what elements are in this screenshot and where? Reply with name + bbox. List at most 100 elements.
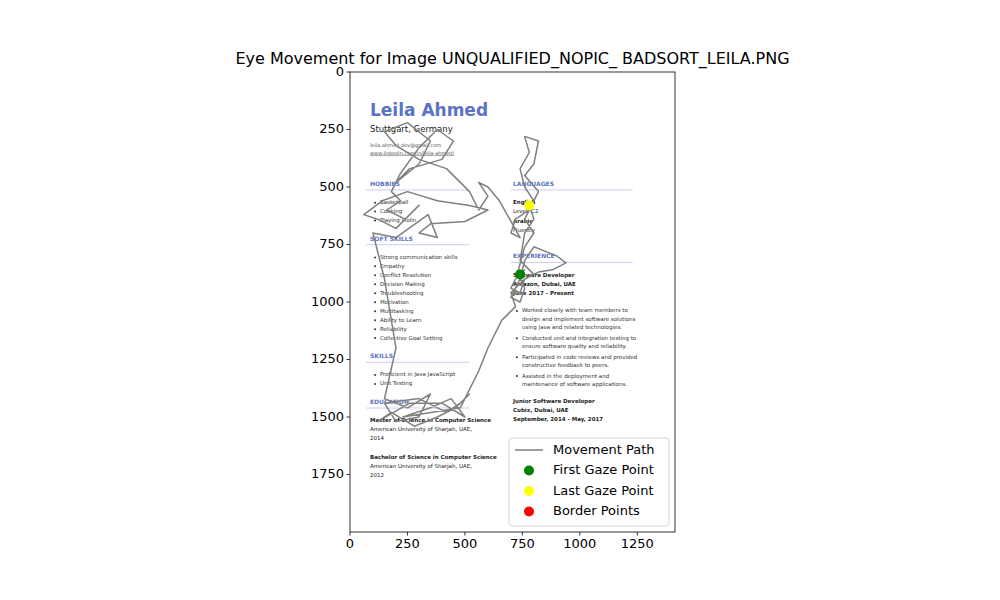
x-tick-label: 250 bbox=[395, 536, 420, 551]
entry-line: Junior Software Developer bbox=[512, 398, 595, 405]
bullet bbox=[516, 337, 518, 339]
entry-line: American University of Sharjah, UAE, bbox=[370, 426, 472, 433]
entry-bullet: using Java and related technologies. bbox=[522, 324, 622, 331]
entry-line: Bachelor of Science in Computer Science bbox=[370, 454, 497, 461]
section-rule bbox=[366, 362, 469, 363]
gaze-point bbox=[515, 269, 525, 279]
section-rule bbox=[511, 262, 633, 263]
bullet bbox=[516, 310, 518, 312]
legend-frame bbox=[509, 438, 669, 526]
legend-label: Border Points bbox=[553, 503, 640, 518]
bullet bbox=[374, 256, 376, 258]
y-tick-label: 500 bbox=[319, 179, 344, 194]
section-rule bbox=[366, 189, 469, 190]
legend-label: Movement Path bbox=[553, 442, 655, 457]
legend-handle bbox=[524, 466, 534, 476]
x-tick bbox=[407, 532, 408, 536]
bullet bbox=[374, 301, 376, 303]
entry-line: Cubix, Dubai, UAE bbox=[513, 407, 569, 413]
resume-name: Leila Ahmed bbox=[370, 100, 488, 120]
resume-item: Strong communication skills bbox=[380, 254, 458, 261]
bullet bbox=[374, 202, 376, 204]
entry-line: 2012 bbox=[370, 472, 384, 478]
movement-path bbox=[364, 123, 566, 427]
section-heading: SOFT SKILLS bbox=[370, 235, 413, 242]
resume-item: Unit Testing bbox=[380, 380, 412, 387]
section-heading: SKILLS bbox=[370, 352, 393, 359]
bullet bbox=[516, 375, 518, 377]
y-tick-label: 0 bbox=[336, 64, 344, 79]
entry-bullet: Participated in code reviews and provide… bbox=[522, 354, 637, 361]
legend-handle bbox=[524, 507, 534, 517]
y-tick-label: 1250 bbox=[311, 351, 344, 366]
entry-line: Master of Science in Computer Science bbox=[370, 417, 491, 424]
figure: Eye Movement for Image UNQUALIFIED_NOPIC… bbox=[0, 0, 1000, 600]
legend-label: Last Gaze Point bbox=[553, 483, 653, 498]
resume-item: Ability to Learn bbox=[380, 317, 422, 324]
bullet bbox=[374, 292, 376, 294]
entry-bullet: maintenance of software applications. bbox=[522, 381, 627, 388]
x-tick bbox=[579, 532, 580, 536]
x-tick bbox=[522, 532, 523, 536]
entry-line: 2014 bbox=[370, 435, 384, 441]
x-tick-label: 1250 bbox=[621, 536, 654, 551]
resume-item: Decision Making bbox=[380, 281, 425, 288]
y-tick bbox=[347, 244, 351, 245]
entry-bullet: constructive feedback to peers. bbox=[522, 362, 609, 369]
bullet bbox=[374, 283, 376, 285]
x-tick-label: 1000 bbox=[563, 536, 596, 551]
x-tick bbox=[464, 532, 465, 536]
bullet bbox=[516, 356, 518, 358]
y-tick-label: 1500 bbox=[311, 409, 344, 424]
legend-handle bbox=[524, 486, 534, 496]
resume-item: Multitasking bbox=[380, 308, 414, 315]
resume-image: Leila AhmedStuttgart, Germanyleila.ahmed… bbox=[350, 72, 675, 532]
resume-item: Collective Goal Setting bbox=[380, 335, 443, 342]
x-tick-label: 750 bbox=[510, 536, 535, 551]
legend-label: First Gaze Point bbox=[553, 462, 654, 477]
y-tick bbox=[347, 359, 351, 360]
y-tick-label: 1750 bbox=[311, 466, 344, 481]
x-tick bbox=[350, 532, 351, 536]
section-rule bbox=[511, 189, 633, 190]
bullet bbox=[374, 220, 376, 222]
bullet bbox=[374, 310, 376, 312]
bullet bbox=[374, 211, 376, 213]
title: Eye Movement for Image UNQUALIFIED_NOPIC… bbox=[235, 49, 789, 69]
bullet bbox=[374, 337, 376, 339]
y-tick bbox=[347, 417, 351, 418]
resume-item: Conflict Resolution bbox=[380, 272, 432, 278]
y-tick bbox=[347, 302, 351, 303]
axes-frame bbox=[350, 72, 675, 532]
bullet bbox=[374, 383, 376, 385]
resume-item: Troubleshooting bbox=[379, 290, 424, 297]
y-tick-label: 250 bbox=[319, 121, 344, 136]
resume-item: Empathy bbox=[380, 263, 405, 270]
entry-bullet: Worked closely with team members to bbox=[522, 307, 628, 314]
y-tick-label: 1000 bbox=[311, 294, 344, 309]
bullet bbox=[374, 374, 376, 376]
gaze-point bbox=[524, 200, 534, 210]
resume-item: Motivation bbox=[380, 299, 409, 305]
y-tick bbox=[347, 129, 351, 130]
resume-item: Proficient in Java JavaScript bbox=[380, 371, 456, 378]
bullet bbox=[374, 319, 376, 321]
legend: Movement Path First Gaze Point Last Gaze P… bbox=[509, 438, 669, 526]
bullet bbox=[374, 265, 376, 267]
page bbox=[350, 72, 675, 532]
entry-bullet: Conducted unit and integration testing t… bbox=[522, 335, 637, 342]
y-tick bbox=[347, 187, 351, 188]
entry-line: September, 2014 - May, 2017 bbox=[513, 416, 603, 423]
x-tick bbox=[637, 532, 638, 536]
x-tick-label: 0 bbox=[346, 536, 354, 551]
bullet bbox=[374, 274, 376, 276]
section-rule bbox=[366, 244, 469, 245]
y-tick-label: 750 bbox=[319, 236, 344, 251]
background bbox=[0, 0, 1000, 600]
entry-bullet: Assisted in the deployment and bbox=[522, 373, 609, 380]
entry-bullet: design and implement software solutions bbox=[522, 316, 636, 323]
entry-bullet: ensure software quality and reliability. bbox=[522, 343, 627, 350]
y-tick bbox=[347, 72, 351, 73]
resume-email: leila.ahmed.dev@gmail.com bbox=[370, 142, 441, 149]
legend-handle bbox=[515, 449, 543, 451]
